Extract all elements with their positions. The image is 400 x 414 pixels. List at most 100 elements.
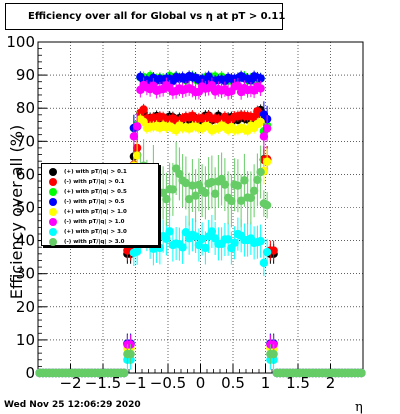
data-point bbox=[178, 243, 187, 252]
data-point bbox=[184, 194, 194, 204]
data-point bbox=[259, 258, 269, 268]
data-point bbox=[256, 236, 265, 246]
legend-entry: (+) with pT/|q| > 0.5 bbox=[42, 187, 158, 197]
x-tick-label: 0.5 bbox=[221, 374, 245, 392]
data-point bbox=[233, 81, 243, 90]
legend-marker bbox=[49, 178, 57, 186]
legend-label: (-) with pT/|q| > 0.5 bbox=[64, 199, 125, 205]
data-point bbox=[262, 157, 272, 166]
legend-marker bbox=[49, 198, 57, 206]
data-point bbox=[269, 246, 278, 255]
data-point bbox=[181, 178, 191, 188]
x-tick-label: 2 bbox=[326, 374, 336, 392]
data-point bbox=[201, 243, 210, 253]
data-point bbox=[256, 167, 265, 177]
legend-entry: (+) with pT/|q| > 0.1 bbox=[42, 167, 158, 177]
data-point bbox=[262, 247, 272, 257]
data-point bbox=[249, 113, 259, 122]
data-point bbox=[236, 196, 246, 205]
legend-entry: (-) with pT/|q| > 3.0 bbox=[42, 237, 158, 247]
data-point bbox=[201, 188, 210, 198]
data-point bbox=[188, 181, 197, 190]
data-point bbox=[132, 151, 142, 160]
legend-label: (-) with pT/|q| > 3.0 bbox=[64, 239, 125, 245]
legend-marker bbox=[49, 218, 57, 226]
data-point bbox=[246, 193, 256, 203]
y-tick-label: 10 bbox=[16, 331, 35, 349]
data-point bbox=[230, 238, 239, 247]
legend-entry: (-) with pT/|q| > 1.0 bbox=[42, 217, 158, 227]
data-point bbox=[207, 177, 217, 187]
legend-label: (+) with pT/|q| > 3.0 bbox=[64, 229, 127, 235]
y-tick-label: 50 bbox=[16, 199, 35, 217]
legend-label: (+) with pT/|q| > 0.1 bbox=[64, 169, 127, 175]
legend-marker bbox=[49, 168, 57, 176]
data-point bbox=[129, 132, 139, 141]
x-tick-label: 1 bbox=[261, 374, 271, 392]
data-point bbox=[240, 176, 249, 185]
data-point bbox=[168, 185, 178, 194]
data-point bbox=[162, 194, 171, 204]
data-point bbox=[207, 227, 217, 236]
legend-entry: (+) with pT/|q| > 1.0 bbox=[42, 207, 158, 217]
x-tick-label: 1.5 bbox=[286, 374, 310, 392]
data-point bbox=[162, 234, 171, 244]
data-point bbox=[227, 196, 236, 206]
data-point bbox=[191, 191, 200, 200]
data-point bbox=[269, 349, 278, 359]
legend-entry: (-) with pT/|q| > 0.5 bbox=[42, 197, 158, 207]
y-tick-label: 30 bbox=[16, 265, 35, 283]
legend: (+) with pT/|q| > 0.1 (-) with pT/|q| > 0… bbox=[41, 163, 159, 246]
y-tick-label: 20 bbox=[16, 298, 35, 316]
data-point bbox=[139, 105, 148, 114]
y-tick-label: 0 bbox=[25, 364, 35, 382]
data-point bbox=[191, 232, 200, 241]
legend-label: (+) with pT/|q| > 1.0 bbox=[64, 209, 127, 215]
y-axis-label: Efficiency over all (%) bbox=[7, 125, 26, 299]
data-point bbox=[119, 368, 129, 378]
data-point bbox=[223, 235, 233, 244]
data-point bbox=[249, 186, 259, 195]
chart-title: Efficiency over all for Global vs η at p… bbox=[28, 11, 286, 22]
x-tick-label: 0 bbox=[196, 374, 206, 392]
data-point bbox=[197, 234, 207, 244]
data-point bbox=[233, 181, 243, 190]
x-tick-label: −2 bbox=[59, 374, 81, 392]
legend-marker bbox=[49, 208, 57, 216]
legend-label: (+) with pT/|q| > 0.5 bbox=[64, 189, 127, 195]
data-point bbox=[210, 189, 220, 198]
y-tick-label: 100 bbox=[6, 33, 35, 51]
data-point bbox=[126, 349, 135, 359]
x-tick-label: −1.5 bbox=[85, 374, 121, 392]
data-point bbox=[175, 169, 184, 179]
legend-marker bbox=[49, 188, 57, 196]
legend-label: (-) with pT/|q| > 0.1 bbox=[64, 179, 125, 185]
y-tick-label: 80 bbox=[16, 99, 35, 117]
data-point bbox=[262, 124, 272, 133]
y-tick-label: 90 bbox=[16, 66, 35, 84]
data-point bbox=[256, 117, 265, 127]
data-point bbox=[132, 247, 142, 256]
y-tick-label: 40 bbox=[16, 232, 35, 250]
y-tick-label: 60 bbox=[16, 165, 35, 183]
data-points bbox=[35, 70, 366, 378]
data-point bbox=[357, 368, 366, 378]
data-point bbox=[132, 122, 142, 131]
x-tick-label: −0.5 bbox=[150, 374, 186, 392]
legend-entry: (+) with pT/|q| > 3.0 bbox=[42, 227, 158, 237]
data-point bbox=[207, 80, 217, 90]
data-point bbox=[256, 74, 265, 83]
x-axis-label: η bbox=[355, 400, 363, 414]
data-point bbox=[259, 132, 269, 141]
data-point bbox=[165, 227, 174, 236]
timestamp: Wed Nov 25 12:06:29 2020 bbox=[4, 400, 141, 410]
data-point bbox=[262, 200, 272, 210]
legend-label: (-) with pT/|q| > 1.0 bbox=[64, 219, 125, 225]
legend-marker bbox=[49, 228, 57, 236]
x-tick-label: −1 bbox=[124, 374, 146, 392]
legend-marker bbox=[49, 238, 57, 246]
tick-labels: −2 −1.5 −1 −0.5 0 0.5 1 1.5 20102030405060708090… bbox=[6, 33, 335, 392]
data-point bbox=[220, 180, 230, 189]
y-tick-label: 70 bbox=[16, 132, 35, 150]
